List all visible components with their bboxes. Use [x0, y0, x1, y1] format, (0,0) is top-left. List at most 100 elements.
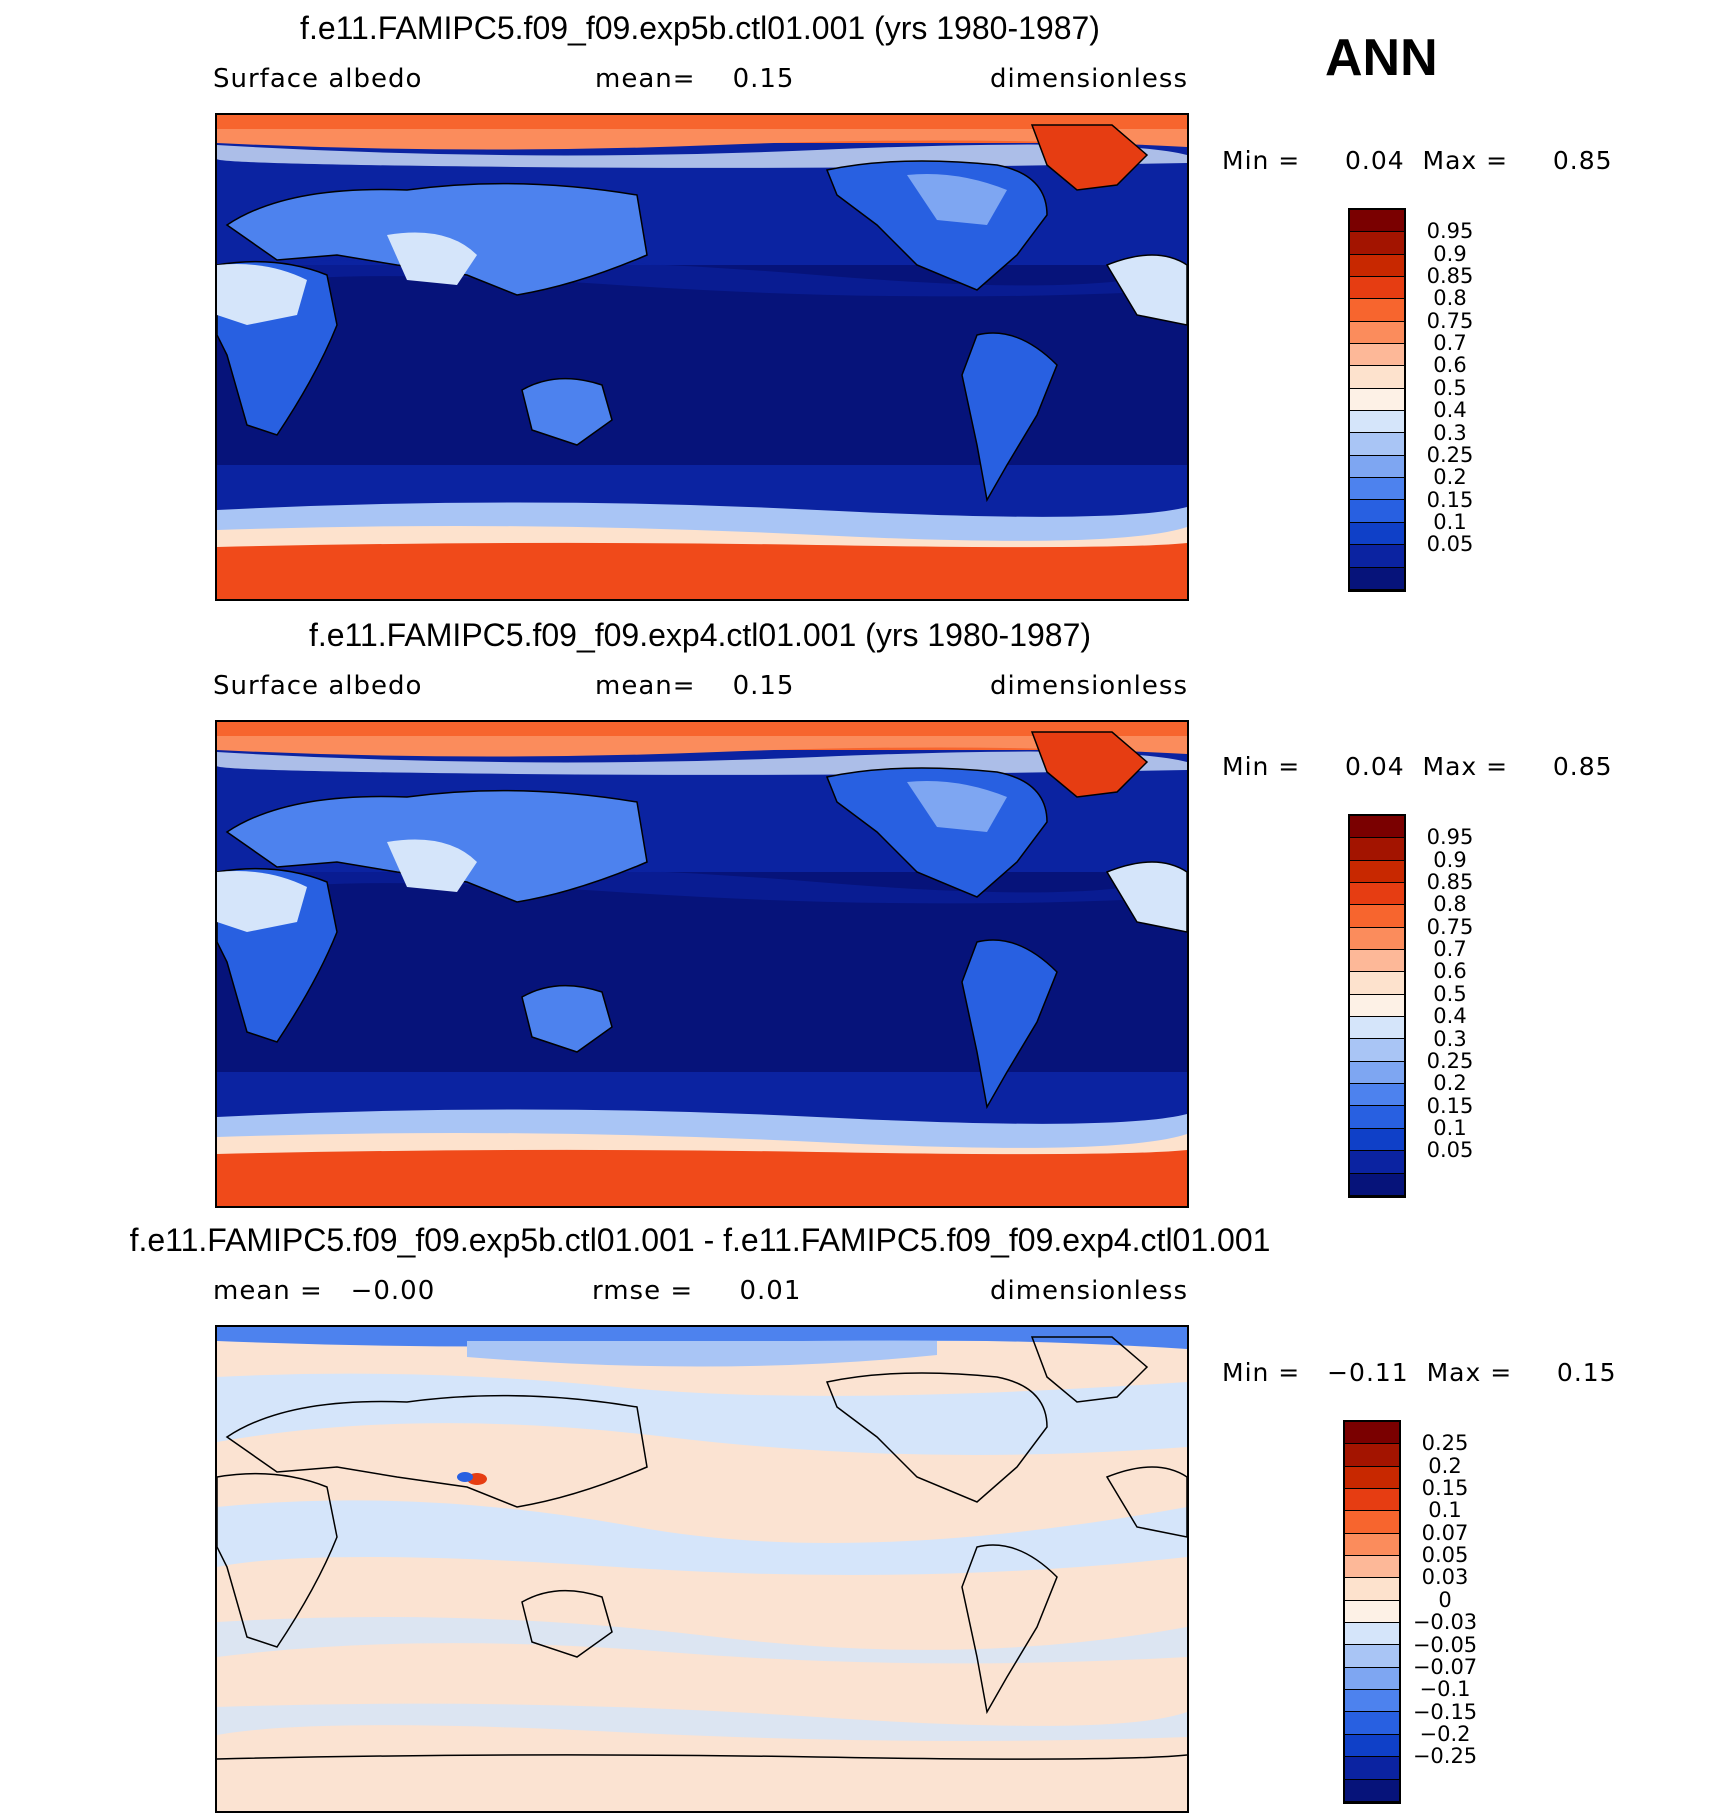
colorbar-tick-label: −0.15 [1412, 1699, 1478, 1724]
colorbar-swatch [1350, 455, 1404, 479]
panel-3-colorbar-swatches [1345, 1422, 1399, 1802]
panel-1-field-label: Surface albedo [213, 64, 423, 94]
colorbar-swatch [1345, 1690, 1399, 1713]
panel-3-minmax: Min = −0.11 Max = 0.15 [1222, 1358, 1617, 1387]
season-label: ANN [1325, 29, 1438, 87]
colorbar-tick-label: 0.15 [1426, 1093, 1474, 1118]
colorbar-tick-label: 0.1 [1428, 1498, 1462, 1523]
colorbar-tick-label: 0.7 [1433, 331, 1467, 356]
panel-2-field-label: Surface albedo [213, 671, 423, 701]
colorbar-swatch [1350, 388, 1404, 412]
colorbar-swatch [1350, 478, 1404, 501]
panel-3-mean: mean = −0.00 [213, 1276, 436, 1306]
colorbar-swatch [1350, 816, 1404, 839]
colorbar-swatch [1350, 1173, 1404, 1196]
panel-1-map-svg [217, 115, 1187, 599]
colorbar-swatch [1345, 1712, 1399, 1735]
colorbar-tick-label: −0.25 [1412, 1744, 1478, 1769]
colorbar-tick-label: 0.9 [1433, 847, 1467, 872]
colorbar-tick-label: −0.1 [1419, 1677, 1471, 1702]
colorbar-tick-label: 0.25 [1426, 1048, 1474, 1073]
colorbar-swatch [1350, 1106, 1404, 1129]
colorbar-swatch [1345, 1556, 1399, 1579]
panel-3-rmse: rmse = 0.01 [592, 1276, 802, 1306]
colorbar-swatch [1345, 1734, 1399, 1758]
panel-1-mean: mean= 0.15 [595, 64, 795, 94]
colorbar-swatch [1345, 1578, 1399, 1601]
colorbar-tick-label: 0.95 [1426, 825, 1474, 850]
colorbar-tick-label: 0.5 [1433, 981, 1467, 1006]
colorbar-tick-label: −0.03 [1412, 1610, 1478, 1635]
colorbar-tick-label: 0.3 [1433, 1026, 1467, 1051]
panel-1-minmax: Min = 0.04 Max = 0.85 [1222, 146, 1613, 175]
panel-1-units: dimensionless [990, 64, 1188, 94]
panel-2-title: f.e11.FAMIPC5.f09_f09.exp4.ctl01.001 (yr… [308, 617, 1092, 653]
colorbar-swatch [1345, 1489, 1399, 1512]
colorbar-swatch [1350, 1017, 1404, 1040]
colorbar-swatch [1350, 210, 1404, 233]
colorbar-swatch [1345, 1667, 1399, 1691]
colorbar-swatch [1350, 838, 1404, 861]
panel-1-colorbar-swatches [1350, 210, 1404, 590]
colorbar-swatch [1345, 1444, 1399, 1467]
colorbar-tick-label: 0.1 [1433, 1115, 1467, 1140]
colorbar-tick-label: 0.2 [1428, 1453, 1462, 1478]
colorbar-swatch [1350, 1084, 1404, 1107]
panel-2-colorbar-swatches [1350, 816, 1404, 1196]
panel-2-map-svg [217, 722, 1187, 1206]
panel-2-mean: mean= 0.15 [595, 671, 795, 701]
colorbar-swatch [1350, 883, 1404, 906]
colorbar-swatch [1345, 1623, 1399, 1646]
colorbar-swatch [1350, 1061, 1404, 1085]
colorbar-swatch [1350, 1128, 1404, 1152]
colorbar-swatch [1350, 344, 1404, 367]
panel-3-map [215, 1325, 1189, 1813]
colorbar-tick-label: 0.4 [1433, 1004, 1467, 1029]
colorbar-swatch [1350, 366, 1404, 389]
colorbar-tick-label: 0.95 [1426, 219, 1474, 244]
colorbar-tick-label: 0.15 [1421, 1476, 1469, 1501]
colorbar-tick-label: 0 [1438, 1587, 1452, 1612]
panel-2-units: dimensionless [990, 671, 1188, 701]
colorbar-tick-label: 0.07 [1421, 1520, 1469, 1545]
colorbar-tick-label: −0.07 [1412, 1654, 1478, 1679]
panel-1-map [215, 113, 1189, 601]
colorbar-swatch [1350, 277, 1404, 300]
colorbar-swatch [1345, 1511, 1399, 1534]
colorbar-swatch [1345, 1533, 1399, 1557]
colorbar-tick-label: 0.05 [1426, 1138, 1474, 1163]
colorbar-swatch [1350, 321, 1404, 345]
colorbar-swatch [1350, 522, 1404, 546]
colorbar-tick-label: 0.5 [1433, 375, 1467, 400]
colorbar-tick-label: 0.8 [1433, 286, 1467, 311]
colorbar-swatch [1350, 905, 1404, 928]
colorbar-swatch [1345, 1779, 1399, 1802]
colorbar-tick-label: 0.25 [1421, 1431, 1469, 1456]
colorbar-swatch [1350, 254, 1404, 278]
colorbar-swatch [1350, 950, 1404, 973]
colorbar-swatch [1350, 411, 1404, 434]
colorbar-swatch [1350, 433, 1404, 456]
colorbar-swatch [1350, 972, 1404, 995]
colorbar-tick-label: 0.05 [1421, 1543, 1469, 1568]
colorbar-tick-label: 0.2 [1433, 465, 1467, 490]
panel-3-colorbar [1343, 1420, 1401, 1804]
panel-1-title: f.e11.FAMIPC5.f09_f09.exp5b.ctl01.001 (y… [300, 10, 1100, 46]
colorbar-swatch [1345, 1757, 1399, 1780]
panel-2-colorbar [1348, 814, 1406, 1198]
colorbar-tick-label: 0.2 [1433, 1071, 1467, 1096]
colorbar-tick-label: 0.75 [1426, 308, 1474, 333]
colorbar-swatch [1345, 1466, 1399, 1490]
colorbar-swatch [1350, 1151, 1404, 1174]
colorbar-tick-label: −0.2 [1419, 1721, 1471, 1746]
colorbar-tick-label: 0.05 [1426, 532, 1474, 557]
colorbar-tick-label: 0.6 [1433, 353, 1467, 378]
colorbar-tick-label: 0.8 [1433, 892, 1467, 917]
colorbar-swatch [1345, 1422, 1399, 1445]
panel-1-colorbar [1348, 208, 1406, 592]
colorbar-swatch [1350, 1039, 1404, 1062]
colorbar-swatch [1350, 500, 1404, 523]
colorbar-tick-label: 0.75 [1426, 914, 1474, 939]
colorbar-swatch [1345, 1600, 1399, 1624]
colorbar-tick-label: 0.85 [1426, 264, 1474, 289]
